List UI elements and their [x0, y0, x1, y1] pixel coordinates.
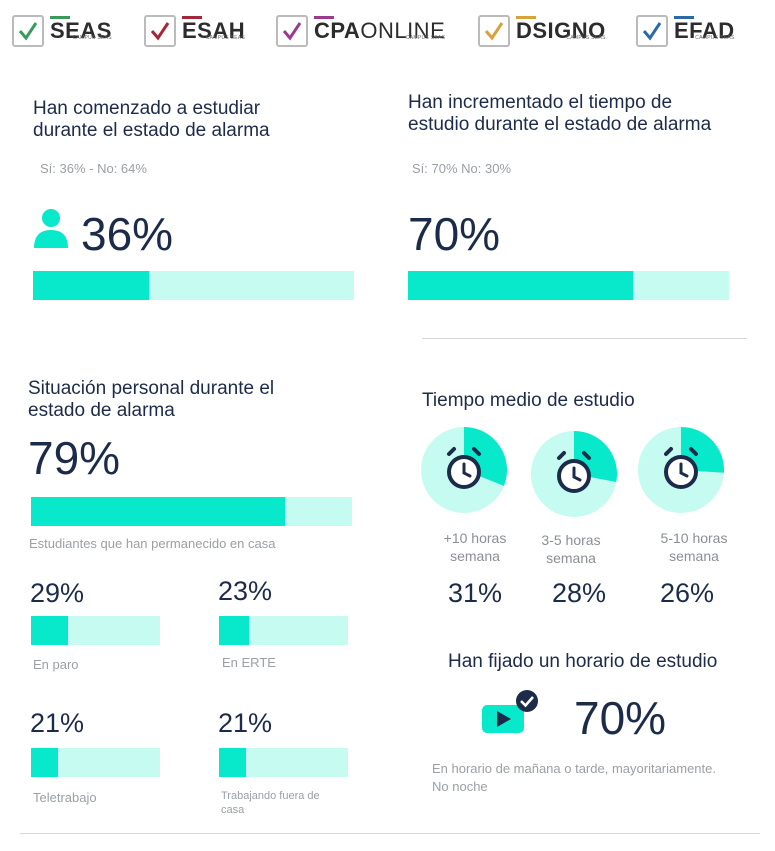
- clock-bell-right: [582, 451, 591, 460]
- situation-caption: Estudiantes que han permanecido en casa: [29, 536, 276, 551]
- increased-subtitle: Sí: 70% No: 30%: [412, 161, 511, 176]
- item-label-erte: En ERTE: [222, 655, 276, 670]
- increased-value: 70%: [408, 208, 501, 260]
- item-bar-track-erte: [219, 616, 348, 645]
- check-logo-icon: [144, 15, 176, 47]
- started-bar-track: [33, 271, 354, 300]
- clock-value-5-10h: 26%: [660, 578, 715, 608]
- bottom-divider: [20, 833, 760, 834]
- item-label-fuera: Trabajando fuera de casa: [221, 789, 320, 817]
- clock-bell-right: [472, 447, 481, 456]
- clock-bell-left: [664, 447, 673, 456]
- item-value-teletrabajo: 21%: [30, 708, 85, 738]
- logo-bar: [182, 16, 202, 19]
- clock-value-10h: 31%: [448, 578, 503, 608]
- clock-hands: [572, 466, 582, 482]
- increased-title: Han incrementado el tiempo de estudio du…: [408, 92, 711, 136]
- logo-sub: CAMPUS SEAS: [695, 35, 735, 41]
- item-bar-track-fuera: [219, 748, 348, 777]
- clock-chart-10h: [421, 427, 507, 513]
- clock-chart-5-10h: [638, 427, 724, 513]
- clock-value-3-5h: 28%: [552, 578, 607, 608]
- logo-name: ESAH: [182, 18, 246, 43]
- logo-name: CPA: [314, 18, 361, 43]
- logo-sub: CAMPUS SEAS: [405, 35, 446, 41]
- logo-bar: [314, 16, 334, 19]
- logo-dsigno: DSIGNO CAMPUS SEAS: [478, 14, 606, 48]
- started-bar-fill: [33, 271, 149, 300]
- schedule-note: En horario de mañana o tarde, mayoritari…: [432, 760, 716, 796]
- logo-seas: SEAS CAMPUS SEAS: [12, 14, 112, 48]
- logo-bar: [516, 16, 536, 19]
- schedule-value: 70%: [574, 692, 667, 744]
- situation-title-line1: Situación personal durante el: [28, 378, 275, 399]
- situation-bar-fill: [31, 497, 285, 526]
- clock-bell-left: [447, 447, 456, 456]
- item-bar-fill-paro: [31, 616, 69, 645]
- item-bar-track-paro: [31, 616, 160, 645]
- item-bar-fill-erte: [219, 616, 249, 645]
- item-bar-track-teletrabajo: [31, 748, 160, 777]
- increased-bar-track: [408, 271, 729, 300]
- logo-sub: CAMPUS SEAS: [566, 35, 606, 41]
- check-logo-icon: [276, 15, 308, 47]
- increased-title-line2: estudio durante el estado de alarma: [408, 114, 712, 135]
- person-icon: [34, 209, 68, 248]
- item-bar-fill-teletrabajo: [31, 748, 59, 777]
- started-title-line2: durante el estado de alarma: [33, 120, 270, 141]
- video-check-icon: [482, 690, 538, 733]
- check-logo-icon: [478, 15, 510, 47]
- started-title-line1: Han comenzado a estudiar: [33, 98, 261, 119]
- schedule-note-line1: En horario de mañana o tarde, mayoritari…: [432, 761, 716, 776]
- clock-bell-right: [689, 447, 698, 456]
- logo-efad: EFAD CAMPUS SEAS: [636, 14, 735, 48]
- increased-bar-fill: [408, 271, 633, 300]
- clock-label-10h: +10 horas semana: [420, 529, 530, 565]
- started-value: 36%: [81, 208, 174, 260]
- clock-chart-3-5h: [531, 431, 617, 517]
- clock-label-10h-line2: semana: [450, 548, 500, 564]
- item-label-paro: En paro: [33, 657, 79, 672]
- situation-title: Situación personal durante el estado de …: [28, 378, 274, 422]
- clock-label-5-10h: 5-10 horas semana: [639, 529, 749, 565]
- check-logo-icon: [636, 15, 668, 47]
- divider: [422, 338, 747, 339]
- situation-bar-track: [31, 497, 352, 526]
- logo-cpaonline: CPAONLINE CAMPUS SEAS: [276, 14, 445, 48]
- clock-label-3-5h-line2: semana: [546, 550, 596, 566]
- clock-hands: [462, 462, 472, 478]
- clock-label-5-10h-line1: 5-10 horas: [660, 530, 728, 546]
- logo-name-thin: ONLINE: [360, 18, 446, 43]
- clock-label-10h-line1: +10 horas: [443, 530, 507, 546]
- logo-bar: [50, 16, 70, 19]
- clock-label-3-5h: 3-5 horas semana: [516, 531, 626, 567]
- logo-sub: CAMPUS SEAS: [72, 35, 112, 41]
- item-label-fuera-line1: Trabajando fuera de: [221, 790, 320, 802]
- check-logo-icon: [12, 15, 44, 47]
- logo-sub: CAMPUS SEAS: [205, 35, 246, 41]
- clock-bell-left: [557, 451, 566, 460]
- situation-value: 79%: [28, 432, 121, 484]
- item-label-fuera-line2: casa: [221, 804, 245, 816]
- situation-title-line2: estado de alarma: [28, 400, 175, 421]
- clock-label-3-5h-line1: 3-5 horas: [541, 532, 601, 548]
- item-label-teletrabajo: Teletrabajo: [33, 790, 97, 805]
- item-value-fuera: 21%: [218, 708, 273, 738]
- item-value-paro: 29%: [30, 578, 85, 608]
- logo-name: SEAS: [50, 18, 112, 43]
- started-title: Han comenzado a estudiar durante el esta…: [33, 98, 270, 142]
- schedule-note-line2: No noche: [432, 779, 488, 794]
- logo-bar: [674, 16, 694, 19]
- item-value-erte: 23%: [218, 576, 273, 606]
- logo-esah: ESAH CAMPUS SEAS: [144, 14, 245, 48]
- logo-name: EFAD: [674, 18, 735, 43]
- clock-hands: [679, 462, 689, 478]
- schedule-title: Han fijado un horario de estudio: [448, 651, 718, 672]
- logo-name: DSIGNO: [516, 18, 606, 43]
- study-time-title: Tiempo medio de estudio: [422, 390, 635, 411]
- item-bar-fill-fuera: [219, 748, 247, 777]
- clock-label-5-10h-line2: semana: [669, 548, 719, 564]
- increased-title-line1: Han incrementado el tiempo de: [408, 92, 673, 113]
- started-subtitle: Sí: 36% - No: 64%: [40, 161, 147, 176]
